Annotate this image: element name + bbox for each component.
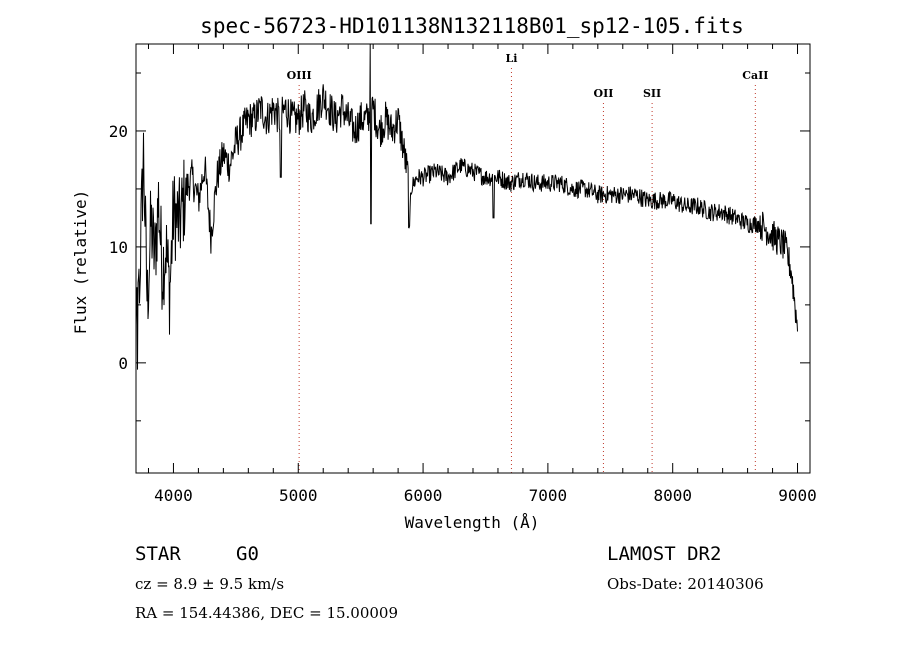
y-tick-label: 0 [118, 354, 128, 373]
line-marker-label: SII [643, 87, 661, 100]
survey-label: LAMOST DR2 [607, 543, 722, 565]
axis-ticks: 4000 5000 6000 7000 8000 9000 0 10 20 [109, 44, 817, 505]
x-tick-label: 6000 [404, 486, 443, 505]
line-marker-label: OII [593, 87, 613, 100]
spectrum-series-line [135, 43, 798, 370]
x-tick-label: 7000 [529, 486, 568, 505]
object-class: STAR [135, 543, 181, 565]
coords-text: RA = 154.44386, DEC = 15.00009 [135, 604, 399, 622]
line-annotations: OIII Li OII SII CaII [287, 52, 768, 473]
plot-frame [135, 43, 811, 474]
redshift-text: cz = 8.9 ± 9.5 km/s [135, 575, 285, 593]
line-marker-label: OIII [287, 69, 312, 82]
line-marker-label: Li [505, 52, 517, 65]
x-tick-label: 4000 [154, 486, 193, 505]
y-tick-label: 20 [109, 122, 128, 141]
object-subclass: G0 [236, 543, 259, 565]
x-tick-label: 8000 [653, 486, 692, 505]
chart-title: spec-56723-HD101138N132118B01_sp12-105.f… [200, 14, 744, 38]
obs-date-text: Obs-Date: 20140306 [607, 575, 764, 593]
x-axis-label: Wavelength (Å) [405, 513, 540, 532]
line-marker-label: CaII [742, 69, 768, 82]
y-tick-label: 10 [109, 238, 128, 257]
x-tick-label: 9000 [778, 486, 817, 505]
y-axis-label: Flux (relative) [71, 190, 90, 335]
x-tick-label: 5000 [279, 486, 318, 505]
